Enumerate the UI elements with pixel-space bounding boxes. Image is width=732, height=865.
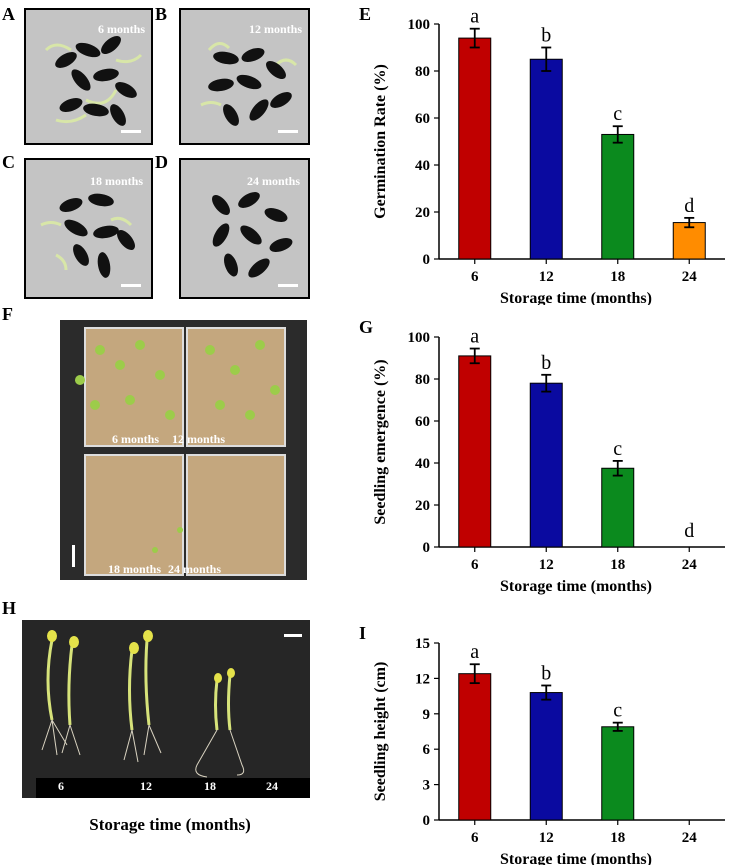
significance-letter: b xyxy=(541,352,551,374)
tray-label-24: 24 months xyxy=(168,562,222,576)
panel-letter-g: G xyxy=(359,317,373,337)
bar-18 xyxy=(601,133,635,260)
x-tick-label: 12 xyxy=(539,830,554,846)
significance-letter: d xyxy=(684,520,694,542)
scale-bar xyxy=(121,284,141,287)
seed-photo-12-months: 12 months xyxy=(179,8,310,145)
bar-12 xyxy=(529,58,563,260)
panel-letter-c: C xyxy=(2,152,15,172)
tray-label-12: 12 months xyxy=(172,432,226,446)
seedling-emergence-chart: G 0 20 40 60 80 100 a 6 b 12 c 18 d 24 Storage time (mo… xyxy=(359,317,725,595)
significance-letter: b xyxy=(541,662,551,684)
seedlings-photo: 6 12 18 24 xyxy=(22,620,310,798)
y-tick-label: 0 xyxy=(423,813,431,829)
x-tick-label: 24 xyxy=(682,830,698,846)
significance-letter: c xyxy=(613,103,622,125)
y-tick-label: 40 xyxy=(415,456,430,472)
seed-photo-6-months: 6 months xyxy=(24,8,153,145)
scale-bar xyxy=(72,545,75,567)
strip-label-6: 6 xyxy=(58,779,64,793)
x-tick-label: 6 xyxy=(471,269,479,285)
significance-letter: a xyxy=(470,326,479,348)
y-tick-label: 20 xyxy=(415,205,430,221)
y-tick-label: 60 xyxy=(415,111,430,127)
seedling-trays-photo: 6 months 12 months 18 months 24 months xyxy=(60,320,307,580)
x-tick-label: 18 xyxy=(610,557,625,573)
bar-18 xyxy=(601,467,635,548)
bar-6 xyxy=(458,37,492,260)
significance-letter: c xyxy=(613,700,622,722)
y-tick-label: 0 xyxy=(423,252,431,268)
significance-letter: c xyxy=(613,438,622,460)
x-tick-label: 18 xyxy=(610,830,625,846)
y-tick-label: 80 xyxy=(415,372,430,388)
panel-letter-h: H xyxy=(2,598,17,618)
trays-image xyxy=(60,320,307,580)
bar-12 xyxy=(529,692,563,821)
y-tick-label: 80 xyxy=(415,64,430,80)
germination-rate-chart: E 0 20 40 60 80 100 a 6 b 12 c 18 d 24 Storage time (mo… xyxy=(359,4,725,305)
x-tick-label: 12 xyxy=(539,557,554,573)
x-axis-label: Storage time (months) xyxy=(500,290,652,305)
x-tick-label: 6 xyxy=(471,830,479,846)
seedling-height-chart: I 0 3 6 9 12 15 a 6 b 12 c 18 24 Storage time (months)… xyxy=(359,623,725,865)
photo-label-a: 6 months xyxy=(97,22,145,36)
x-tick-label: 18 xyxy=(610,269,625,285)
y-tick-label: 40 xyxy=(415,158,430,174)
bar-24 xyxy=(672,222,706,260)
y-axis-label: Seedling height (cm) xyxy=(372,662,389,802)
photo-label-d: 24 months xyxy=(246,174,300,188)
x-axis-label: Storage time (months) xyxy=(500,851,652,865)
x-tick-label: 6 xyxy=(471,557,479,573)
seeds-image xyxy=(26,160,151,297)
tray-label-18: 18 months xyxy=(108,562,162,576)
panel-letter-d: D xyxy=(155,152,168,172)
y-tick-label: 0 xyxy=(423,540,431,556)
panel-letter-i: I xyxy=(359,623,366,643)
tray-label-6: 6 months xyxy=(112,432,160,446)
strip-label-18: 18 xyxy=(204,779,216,793)
seed-photo-18-months: 18 months xyxy=(24,158,153,299)
y-tick-label: 12 xyxy=(415,671,430,687)
panel-letter-b: B xyxy=(155,4,168,24)
y-axis-label: Germination Rate (%) xyxy=(372,64,389,219)
bar-12 xyxy=(529,382,563,548)
seedlings-image xyxy=(22,620,310,798)
scale-bar xyxy=(278,284,298,287)
y-tick-label: 20 xyxy=(415,498,430,514)
significance-letter: d xyxy=(684,195,694,217)
y-tick-label: 100 xyxy=(408,330,431,346)
significance-letter: a xyxy=(470,641,479,663)
x-tick-label: 24 xyxy=(682,557,698,573)
strip-label-24: 24 xyxy=(266,779,278,793)
y-tick-label: 3 xyxy=(423,778,431,794)
bar-6 xyxy=(458,355,492,548)
seeds-image xyxy=(26,10,151,143)
y-tick-label: 100 xyxy=(408,17,431,33)
y-tick-label: 6 xyxy=(423,742,431,758)
photo-label-b: 12 months xyxy=(248,22,302,36)
significance-letter: a xyxy=(470,6,479,28)
x-tick-label: 12 xyxy=(539,269,554,285)
y-axis-label: Seedling emergence (%) xyxy=(372,359,389,524)
significance-letter: b xyxy=(541,25,551,47)
seeds-image xyxy=(181,10,308,143)
scale-bar xyxy=(121,130,141,133)
y-tick-label: 9 xyxy=(423,707,431,723)
photo-label-c: 18 months xyxy=(89,174,143,188)
seed-photo-24-months: 24 months xyxy=(179,158,310,299)
strip-label-12: 12 xyxy=(140,779,152,793)
bar-6 xyxy=(458,673,492,821)
x-tick-label: 24 xyxy=(682,269,698,285)
bar-18 xyxy=(601,726,635,821)
panel-letter-e: E xyxy=(359,4,371,24)
panel-letter-a: A xyxy=(2,4,15,24)
panel-letter-f: F xyxy=(2,304,13,324)
y-tick-label: 15 xyxy=(415,636,430,652)
x-axis-label: Storage time (months) xyxy=(500,578,652,595)
seeds-image xyxy=(181,160,308,297)
scale-bar xyxy=(278,130,298,133)
y-tick-label: 60 xyxy=(415,414,430,430)
panel-h-caption: Storage time (months) xyxy=(89,815,251,834)
